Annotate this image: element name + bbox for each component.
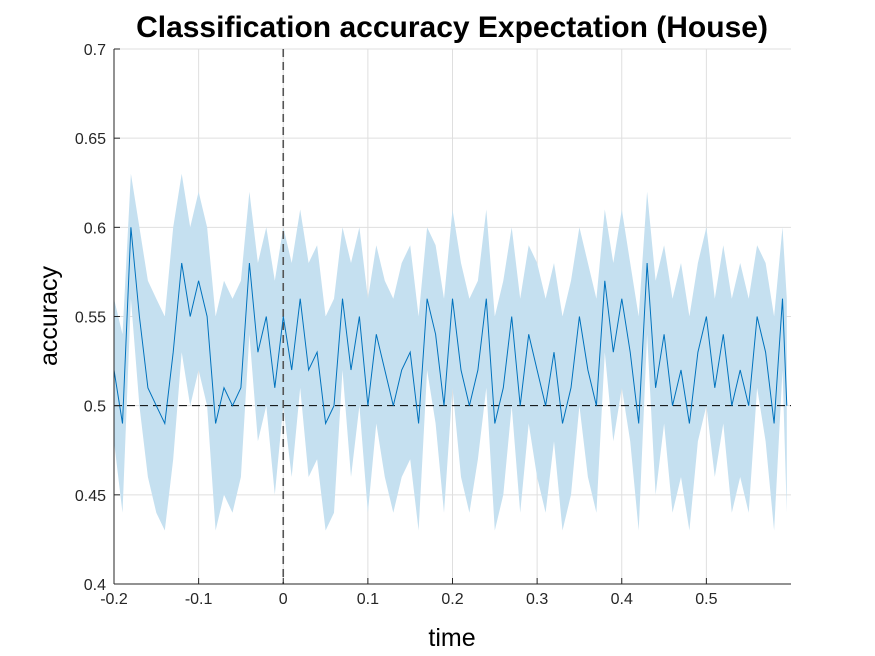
- y-ticks: 0.4 0.45 0.5 0.55 0.6 0.65 0.7: [75, 42, 120, 594]
- x-tick-label: 0.1: [357, 591, 379, 608]
- x-tick-label: -0.2: [100, 591, 128, 608]
- y-tick-label: 0.55: [75, 310, 106, 327]
- x-tick-label: 0.5: [695, 591, 717, 608]
- y-tick-label: 0.65: [75, 131, 106, 148]
- x-tick-label: 0: [279, 591, 288, 608]
- confidence-band: [114, 173, 787, 531]
- x-ticks: -0.2 -0.1 0 0.1 0.2 0.3 0.4 0.5: [100, 578, 718, 608]
- y-tick-label: 0.4: [84, 577, 106, 594]
- x-tick-label: -0.1: [185, 591, 213, 608]
- x-tick-label: 0.4: [611, 591, 633, 608]
- mean-accuracy-line: [113, 227, 788, 426]
- y-tick-label: 0.45: [75, 488, 106, 505]
- x-tick-label: 0.3: [526, 591, 548, 608]
- y-axis-label: accuracy: [35, 265, 63, 366]
- x-axis-label: time: [428, 624, 475, 652]
- y-tick-label: 0.7: [84, 42, 106, 59]
- y-tick-label: 0.6: [84, 220, 106, 237]
- chart-title: Classification accuracy Expectation (Hou…: [136, 11, 768, 44]
- y-tick-label: 0.5: [84, 399, 106, 416]
- x-tick-label: 0.2: [441, 591, 463, 608]
